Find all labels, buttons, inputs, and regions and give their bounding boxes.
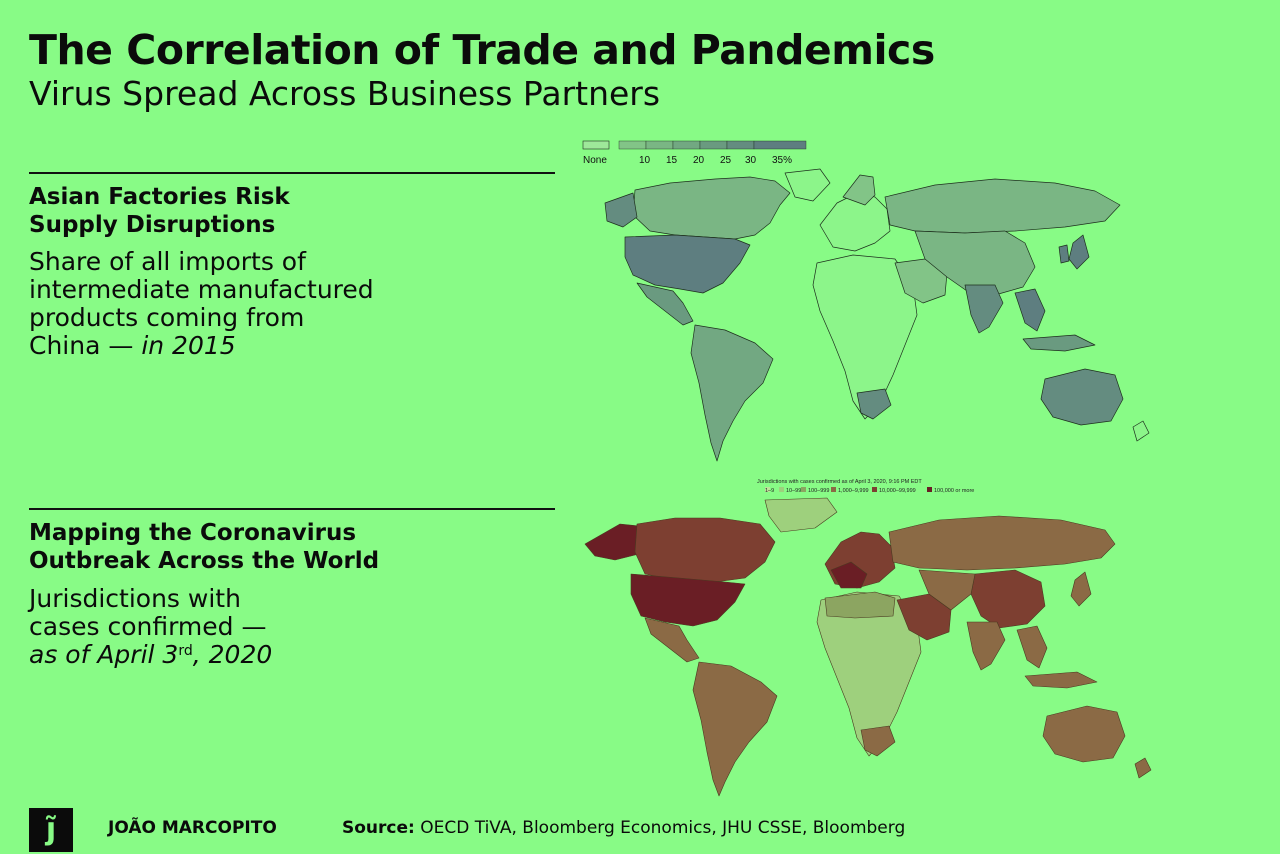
covid-indonesia-region	[1024, 671, 1098, 689]
covid-china-region	[970, 569, 1046, 629]
covid-japan-region	[1070, 571, 1092, 607]
section1-text-line3: products coming from	[29, 303, 305, 332]
covid-new-zealand-region	[1134, 757, 1152, 779]
india-region	[964, 284, 1004, 334]
section2-divider	[29, 508, 555, 510]
section2-text-sup: rd	[178, 643, 193, 659]
section1-description: Share of all imports of intermediate man…	[29, 248, 374, 360]
trade-countries	[604, 168, 1150, 462]
covid-legend-label-4: 1,000–9,999	[838, 488, 869, 494]
covid-legend-swatch-2	[779, 487, 784, 492]
new-zealand-region	[1132, 420, 1150, 442]
covid-legend-swatch-5	[872, 487, 877, 492]
section2-heading: Mapping the Coronavirus Outbreak Across …	[29, 519, 379, 575]
section2-text-italic-b: , 2020	[192, 640, 273, 669]
covid-legend-label-5: 10,000–99,999	[879, 488, 916, 494]
scandinavia-region	[842, 174, 876, 206]
covid-south-africa-region	[860, 725, 896, 757]
legend-label-20: 20	[693, 155, 705, 166]
covid-western-europe-region	[830, 561, 868, 589]
covid-north-africa-region	[824, 591, 896, 619]
covid-legend-label-3: 100–999	[808, 488, 829, 494]
covid-legend: 1–9 10–99 100–999 1,000–9,999 10,000–99,…	[765, 487, 974, 494]
covid-southeast-asia-region	[1016, 625, 1048, 669]
australia-region	[1040, 368, 1124, 426]
legend-swatch-30	[726, 140, 755, 150]
korea-region	[1058, 244, 1070, 264]
section1-text-plain: China —	[29, 331, 142, 360]
legend-swatch-20	[672, 140, 701, 150]
covid-legend-swatch-4	[831, 487, 836, 492]
legend-swatch-15	[645, 140, 674, 150]
legend-swatch-10	[618, 140, 647, 150]
section2-heading-line2: Outbreak Across the World	[29, 548, 380, 574]
source-credit: Source: OECD TiVA, Bloomberg Economics, …	[342, 818, 905, 838]
legend-label-35: 35%	[772, 155, 792, 166]
covid-australia-region	[1042, 705, 1126, 763]
covid-central-asia-region	[918, 569, 976, 611]
covid-india-region	[966, 621, 1006, 671]
southeast-asia-region	[1014, 288, 1046, 332]
indonesia-region	[1022, 334, 1096, 352]
section1-text-italic: in 2015	[141, 331, 236, 360]
section2-text-line3: as of April 3rd, 2020	[29, 641, 272, 669]
covid-map-title: Jurisdictions with cases confirmed as of…	[757, 479, 922, 485]
central-asia-region	[914, 230, 1036, 296]
legend-swatch-25	[699, 140, 728, 150]
trade-legend: None 10 15 20 25 30 35%	[582, 140, 807, 166]
legend-label-10: 10	[639, 155, 651, 166]
section1-heading: Asian Factories Risk Supply Disruptions	[29, 183, 290, 239]
section2-text-line2: cases confirmed —	[29, 612, 267, 641]
section1-text-line1: Share of all imports of	[29, 247, 306, 276]
covid-mexico-region	[644, 617, 700, 663]
covid-legend-label-1: 1–9	[765, 488, 774, 494]
canada-region	[632, 176, 791, 240]
south-america-region	[690, 324, 774, 462]
russia-region	[884, 178, 1121, 234]
covid-south-america-region	[692, 661, 778, 797]
section1-text-line2: intermediate manufactured	[29, 275, 374, 304]
author-logo-icon: j̃	[29, 808, 73, 852]
south-africa-region	[856, 388, 892, 420]
covid-canada-region	[634, 517, 776, 583]
source-text: OECD TiVA, Bloomberg Economics, JHU CSSE…	[414, 818, 906, 838]
covid-usa-region	[630, 573, 746, 627]
legend-label-none: None	[583, 155, 607, 166]
covid-legend-swatch-1	[765, 487, 770, 492]
greenland-region	[784, 168, 831, 202]
trade-dependence-map: None 10 15 20 25 30 35%	[582, 140, 1150, 462]
legend-swatch-none	[582, 140, 610, 150]
covid-legend-swatch-3	[801, 487, 806, 492]
covid-countries	[584, 497, 1152, 797]
legend-swatch-35	[753, 140, 807, 150]
covid-greenland-region	[764, 497, 838, 533]
covid-legend-label-2: 10–99	[786, 488, 801, 494]
mexico-region	[636, 282, 694, 326]
source-label: Source:	[342, 818, 415, 838]
section2-description: Jurisdictions with cases confirmed — as …	[29, 585, 272, 669]
covid-alaska-region	[584, 523, 640, 561]
covid-legend-label-6: 100,000 or more	[934, 488, 974, 494]
alaska-region	[604, 192, 638, 228]
main-subtitle: Virus Spread Across Business Partners	[29, 74, 661, 113]
section2-text-italic-a: as of April 3	[29, 640, 179, 669]
section1-heading-line2: Supply Disruptions	[29, 212, 276, 238]
section2-heading-line1: Mapping the Coronavirus	[29, 520, 357, 546]
usa-region	[624, 234, 751, 294]
covid-russia-region	[888, 515, 1116, 571]
legend-label-25: 25	[720, 155, 732, 166]
covid-cases-map: Jurisdictions with cases confirmed as of…	[584, 479, 1152, 797]
section1-heading-line1: Asian Factories Risk	[29, 184, 290, 210]
legend-label-30: 30	[745, 155, 757, 166]
main-title: The Correlation of Trade and Pandemics	[29, 26, 935, 74]
covid-legend-swatch-6	[927, 487, 932, 492]
japan-region	[1068, 234, 1090, 270]
section1-text-line4: China — in 2015	[29, 332, 374, 360]
legend-label-15: 15	[666, 155, 678, 166]
author-name: JOÃO MARCOPITO	[108, 818, 277, 838]
section1-divider	[29, 172, 555, 174]
section2-text-line1: Jurisdictions with	[29, 584, 241, 613]
